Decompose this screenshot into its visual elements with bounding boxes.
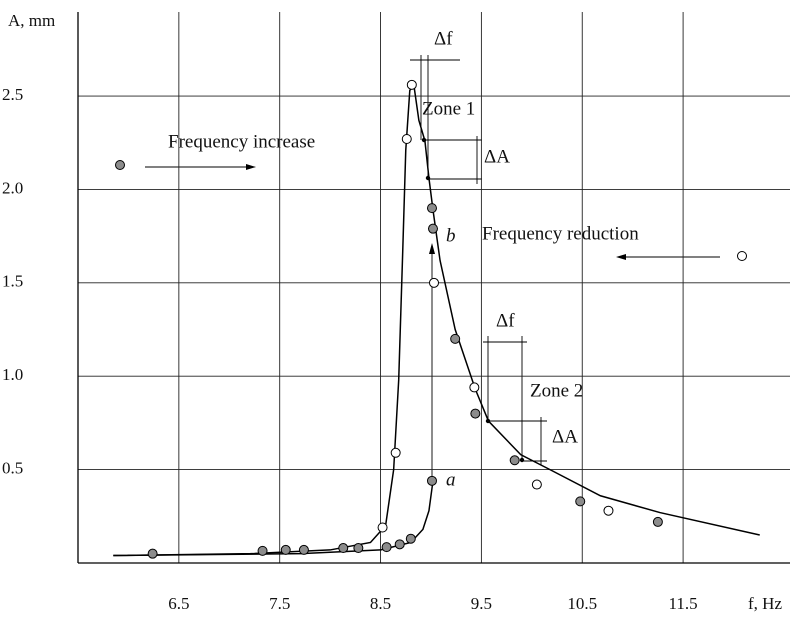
point <box>426 475 437 486</box>
annotation: Zone 2 <box>530 380 583 401</box>
point <box>405 533 416 544</box>
y-axis-label: A, mm <box>8 11 55 30</box>
point <box>257 545 268 556</box>
point <box>280 544 291 555</box>
point <box>377 522 388 533</box>
point <box>652 516 663 527</box>
legend-label: Frequency increase <box>168 131 315 152</box>
point <box>531 479 542 490</box>
x-tick-label: 6.5 <box>168 594 189 613</box>
annotation: a <box>446 469 456 490</box>
arrow-head <box>246 164 256 170</box>
point <box>450 333 461 344</box>
point <box>575 496 586 507</box>
point <box>603 505 614 516</box>
x-axis-label: f, Hz <box>748 594 782 613</box>
point <box>390 447 401 458</box>
x-tick-label: 11.5 <box>669 594 698 613</box>
point <box>381 542 392 553</box>
x-tick-label: 10.5 <box>567 594 597 613</box>
y-tick-label: 1.0 <box>2 365 23 384</box>
x-tick-label: 8.5 <box>370 594 391 613</box>
arrow-head <box>429 243 435 254</box>
annotation: Zone 1 <box>422 98 475 119</box>
legend-marker <box>115 160 125 170</box>
point <box>298 544 309 555</box>
point <box>406 79 417 90</box>
y-tick-label: 0.5 <box>2 459 23 478</box>
y-tick-label: 2.0 <box>2 178 23 197</box>
point <box>401 134 412 145</box>
annotation: b <box>446 225 456 246</box>
point <box>338 543 349 554</box>
point <box>427 223 438 234</box>
annotation: Δf <box>434 28 453 49</box>
point <box>469 382 480 393</box>
annotation: ΔA <box>484 146 510 167</box>
y-tick-label: 2.5 <box>2 85 23 104</box>
point <box>394 539 405 550</box>
arrow-head <box>616 254 626 260</box>
point <box>470 408 481 419</box>
x-tick-label: 9.5 <box>471 594 492 613</box>
point <box>426 203 437 214</box>
y-tick-label: 1.5 <box>2 272 23 291</box>
legend-marker <box>737 251 747 261</box>
annotation: ΔA <box>552 426 578 447</box>
x-tick-label: 7.5 <box>269 594 290 613</box>
point <box>147 548 158 559</box>
curve <box>113 82 760 557</box>
point <box>353 543 364 554</box>
point <box>509 455 520 466</box>
legend-label: Frequency reduction <box>482 223 639 244</box>
point <box>429 277 439 288</box>
annotation: Δf <box>496 310 515 331</box>
